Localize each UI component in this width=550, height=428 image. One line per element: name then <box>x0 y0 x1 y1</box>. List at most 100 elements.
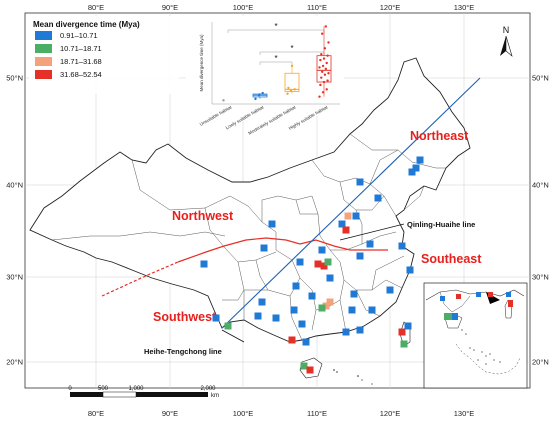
heihe-tengchong-line-dashed <box>101 261 179 297</box>
divergence-marker <box>368 306 376 314</box>
heihe-line-label: Heihe-Tengchong line <box>144 347 222 356</box>
boxplot-point <box>327 41 330 44</box>
boxplot-point <box>322 57 326 60</box>
region-label-northeast: Northeast <box>410 129 469 143</box>
divergence-marker <box>212 314 220 322</box>
boxplot-point <box>323 47 327 50</box>
lon-label-bottom: 130°E <box>454 409 475 418</box>
divergence-marker <box>416 156 424 164</box>
region-label-southwest: Southwest <box>153 310 217 324</box>
lon-label-bottom: 90°E <box>162 409 178 418</box>
lon-label-bottom: 110°E <box>307 409 327 418</box>
legend-swatch <box>35 31 52 40</box>
boxplot-point <box>318 95 321 98</box>
scale-tick-2: 1,000 <box>128 386 144 392</box>
lat-label-right: 20°N <box>532 358 549 367</box>
boxplot-point <box>293 88 296 91</box>
divergence-marker <box>366 240 374 248</box>
boxplot-point <box>318 66 321 69</box>
divergence-marker <box>322 302 330 310</box>
latitude-labels-right: 50°N 40°N 30°N 20°N <box>532 74 549 367</box>
lon-label-bottom: 120°E <box>380 409 401 418</box>
divergence-marker <box>356 326 364 334</box>
divergence-marker <box>348 306 356 314</box>
divergence-marker <box>404 322 412 330</box>
inset-marker-blue-3 <box>476 292 481 297</box>
lat-label-right: 40°N <box>532 181 549 190</box>
divergence-marker <box>406 266 414 274</box>
boxplot-point <box>326 54 329 57</box>
divergence-marker <box>308 292 316 300</box>
lon-label-top: 120°E <box>380 3 401 12</box>
boxplot-point <box>222 99 225 102</box>
divergence-marker <box>326 298 334 306</box>
lon-label-top: 90°E <box>162 3 178 12</box>
inset-marker-red-3 <box>508 300 513 307</box>
lat-label-left: 50°N <box>6 74 23 83</box>
divergence-marker <box>292 282 300 290</box>
significance-star: * <box>274 22 277 31</box>
divergence-marker <box>318 304 326 312</box>
scale-tick-3: 2,000 <box>200 386 216 392</box>
boxplot-point <box>327 72 330 75</box>
region-labels: Northeast Northwest Southeast Southwest <box>153 129 482 324</box>
longitude-labels-bottom: 80°E 90°E 100°E 110°E 120°E 130°E <box>88 409 474 418</box>
lon-label-top: 130°E <box>454 3 475 12</box>
inset-marker-red-2 <box>488 292 493 297</box>
divergence-marker <box>258 298 266 306</box>
boxplot-point <box>325 88 328 91</box>
boxplot-point <box>319 83 322 87</box>
heihe-tengchong-line <box>221 77 481 329</box>
divergence-marker <box>224 322 232 330</box>
boxplot-point <box>319 58 322 62</box>
lat-label-right: 50°N <box>532 74 549 83</box>
divergence-marker <box>352 212 360 220</box>
boxplot-point <box>290 64 294 68</box>
divergence-marker <box>356 178 364 186</box>
north-arrow-left-icon <box>500 36 506 56</box>
qinling-label-leader <box>339 223 405 241</box>
scale-unit: km <box>211 393 219 399</box>
inset-marker-red <box>456 294 461 299</box>
lat-label-left: 30°N <box>6 273 23 282</box>
legend-title: Mean divergence time (Mya) <box>33 20 140 29</box>
divergence-marker <box>400 340 408 348</box>
inset-marker-blue-2 <box>440 296 445 301</box>
divergence-marker <box>386 286 394 294</box>
boxplot-point <box>254 97 257 101</box>
boxplot-point <box>289 89 293 93</box>
inset-frame <box>423 282 528 389</box>
south-china-sea-islands <box>333 369 373 385</box>
divergence-marker <box>288 336 296 344</box>
boxplot-point <box>322 80 326 84</box>
divergence-marker <box>342 328 350 336</box>
lon-label-bottom: 100°E <box>233 409 254 418</box>
north-arrow: N <box>500 25 513 57</box>
boxplot-point <box>321 32 324 35</box>
divergence-marker <box>342 226 350 234</box>
boxplot-point <box>321 70 324 73</box>
inset-marker-green <box>444 313 452 320</box>
heihe-label-leader <box>221 329 245 343</box>
lat-label-left: 40°N <box>6 181 23 190</box>
longitude-labels-top: 80°E 90°E 100°E 110°E 120°E 130°E <box>88 3 474 12</box>
lon-label-top: 100°E <box>233 3 254 12</box>
region-label-southeast: Southeast <box>421 252 482 266</box>
significance-bracket <box>259 61 293 65</box>
boxplot-y-label: Mean divergence time (Mya) <box>199 34 204 92</box>
boxplot-point <box>286 92 289 95</box>
lat-label-right: 30°N <box>532 273 549 282</box>
divergence-marker <box>338 220 346 228</box>
divergence-marker <box>298 320 306 328</box>
legend-label: 18.71–31.68 <box>60 57 102 66</box>
boxplot-background <box>186 16 344 116</box>
region-label-northwest: Northwest <box>172 209 234 223</box>
divergence-marker <box>398 242 406 250</box>
boxplot-point <box>325 61 328 65</box>
boxplot-point <box>321 91 325 94</box>
boxplot-point <box>261 91 264 95</box>
inset-marker-blue <box>452 313 458 320</box>
boxplot-point <box>287 86 290 90</box>
north-arrow-label: N <box>503 25 510 35</box>
